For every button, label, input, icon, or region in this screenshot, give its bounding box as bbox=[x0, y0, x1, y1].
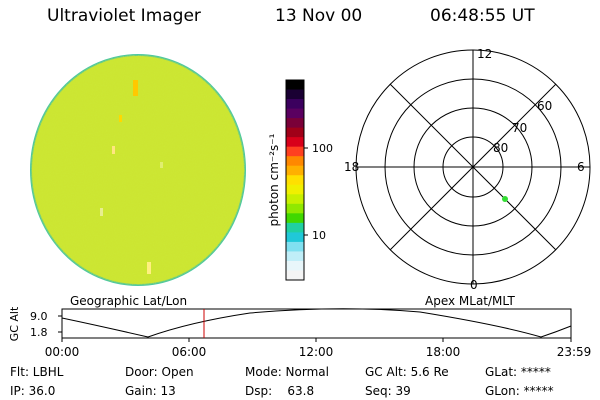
mlt-label-0: 0 bbox=[470, 278, 478, 292]
colorbar-frame bbox=[285, 79, 305, 281]
ytick-9: 9.0 bbox=[30, 310, 48, 323]
status-ip: IP: 36.0 bbox=[10, 384, 56, 398]
mlt-label-6: 6 bbox=[577, 160, 585, 174]
colorbar-stripe bbox=[286, 260, 304, 271]
status-door: Door: Open bbox=[125, 365, 194, 379]
colorbar-stripe bbox=[286, 213, 304, 224]
colorbar-stripe bbox=[286, 156, 304, 167]
xtick-1800: 18:00 bbox=[426, 345, 461, 359]
ytick-1.8: 1.8 bbox=[30, 326, 48, 339]
colorbar-stripe bbox=[286, 80, 304, 91]
colorbar-stripe bbox=[286, 270, 304, 281]
gc-alt-curve bbox=[61, 308, 572, 338]
colorbar-unit-label: photon cm⁻²s⁻¹ bbox=[267, 133, 281, 226]
colorbar-stripe bbox=[286, 203, 304, 214]
timeline-ylabel: GC Alt bbox=[8, 306, 21, 341]
mlt-label-18: 18 bbox=[344, 160, 359, 174]
colorbar-stripe bbox=[286, 175, 304, 186]
lat-label-80: 80 bbox=[493, 141, 508, 155]
colorbar-stripe bbox=[286, 118, 304, 129]
colorbar-stripe bbox=[286, 241, 304, 252]
colorbar-stripe bbox=[286, 99, 304, 110]
status-glon: GLon: ***** bbox=[485, 384, 554, 398]
colorbar-stripe bbox=[286, 146, 304, 157]
colorbar-stripe bbox=[286, 251, 304, 262]
lat-label-60: 60 bbox=[537, 99, 552, 113]
image-time: 06:48:55 UT bbox=[430, 6, 535, 26]
geographic-title: Geographic Lat/Lon bbox=[70, 294, 188, 308]
colorbar-stripe bbox=[286, 89, 304, 100]
spacecraft-footprint-dot bbox=[502, 196, 508, 202]
xtick-0000: 00:00 bbox=[45, 345, 80, 359]
image-date: 13 Nov 00 bbox=[275, 6, 363, 26]
colorbar-gradient bbox=[286, 80, 304, 281]
colorbar-tick-100: 100 bbox=[312, 142, 333, 155]
status-mode: Mode: Normal bbox=[245, 365, 329, 379]
instrument-title: Ultraviolet Imager bbox=[47, 6, 201, 26]
colorbar-stripe bbox=[286, 165, 304, 176]
lat-label-70: 70 bbox=[512, 121, 527, 135]
colorbar-stripe bbox=[286, 108, 304, 119]
polar-diagonal-2 bbox=[389, 83, 557, 251]
status-seq: Seq: 39 bbox=[365, 384, 411, 398]
colorbar-stripe bbox=[286, 194, 304, 205]
xtick-0600: 06:00 bbox=[172, 345, 207, 359]
status-gain: Gain: 13 bbox=[125, 384, 176, 398]
status-filter: Flt: LBHL bbox=[10, 365, 64, 379]
colorbar-stripe bbox=[286, 232, 304, 243]
status-glat: GLat: ***** bbox=[485, 365, 551, 379]
xtick-2359: 23:59 bbox=[557, 345, 592, 359]
status-gc-alt: GC Alt: 5.6 Re bbox=[365, 365, 449, 379]
colorbar-stripe bbox=[286, 137, 304, 148]
colorbar-stripe bbox=[286, 127, 304, 138]
apex-title: Apex MLat/MLT bbox=[425, 294, 515, 308]
status-dsp: Dsp: 63.8 bbox=[245, 384, 315, 398]
colorbar-tick-10: 10 bbox=[312, 229, 326, 242]
colorbar-stripe bbox=[286, 184, 304, 195]
colorbar-stripe bbox=[286, 222, 304, 233]
xtick-1200: 12:00 bbox=[299, 345, 334, 359]
timeline-frame bbox=[61, 308, 572, 339]
mlt-label-12: 12 bbox=[477, 47, 492, 61]
